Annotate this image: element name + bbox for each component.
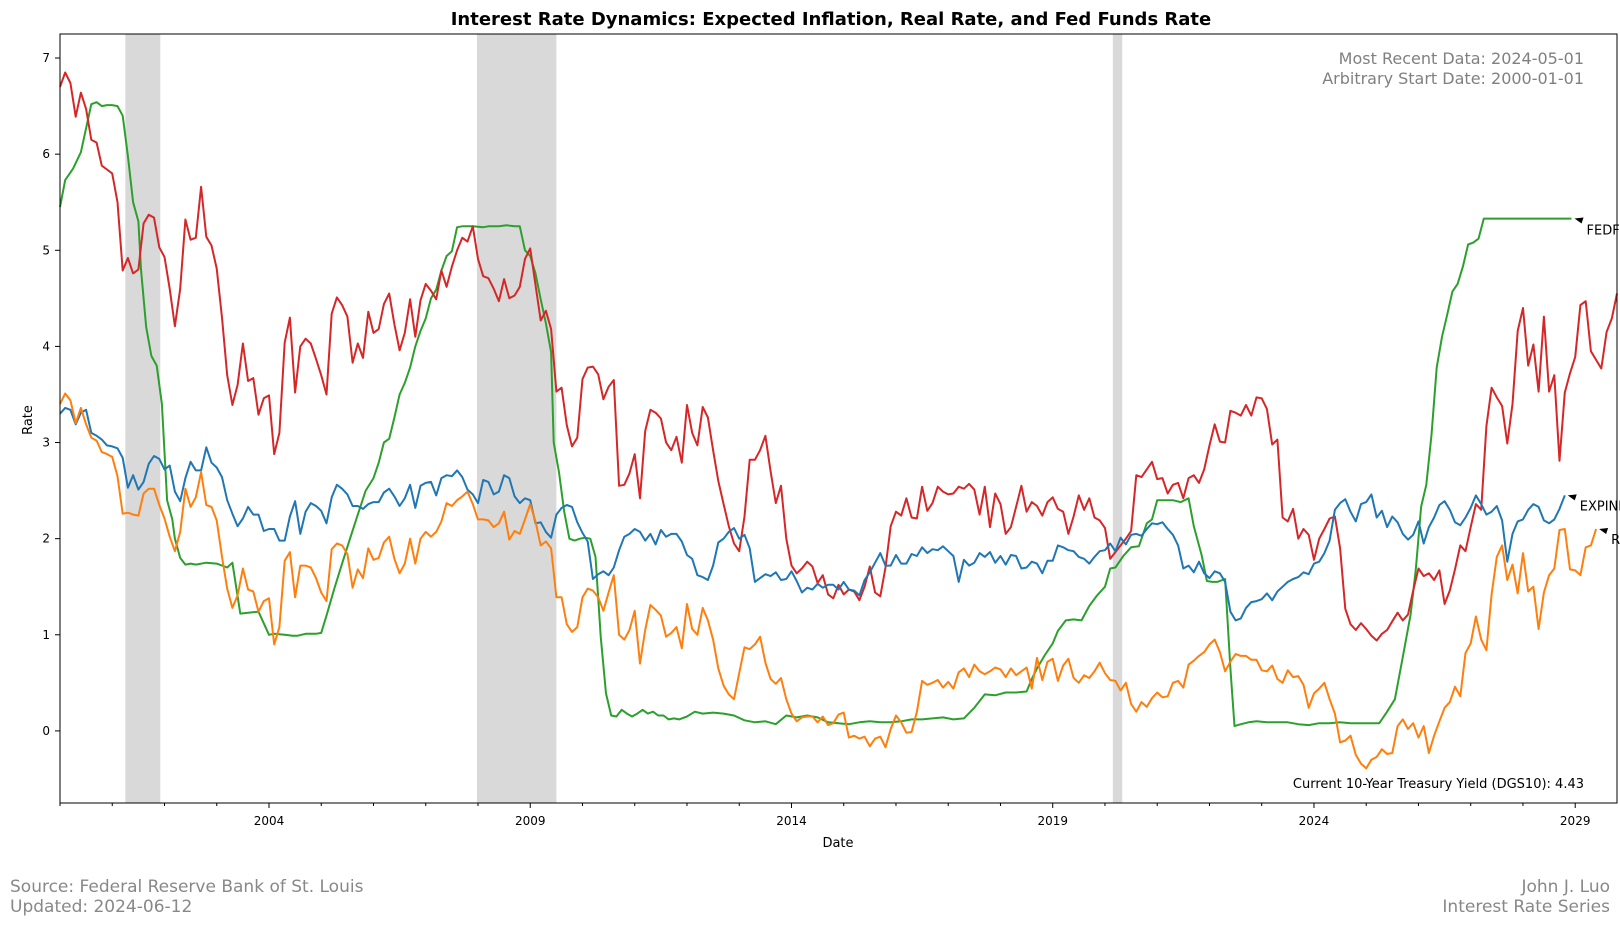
x-axis-label: Date xyxy=(822,836,853,851)
fedfunds-line xyxy=(59,101,1572,728)
start-date-note: Arbitrary Start Date: 2000-01-01 xyxy=(1322,69,1584,88)
x-tick-label: 2009 xyxy=(515,814,546,828)
realrate10y-end-label: REAINTRATREARAT10Y: 2.10 xyxy=(1611,533,1620,548)
footer-series-name: Interest Rate Series xyxy=(1442,897,1610,917)
x-tick-label: 2014 xyxy=(776,814,807,828)
fedfunds-end-arrow xyxy=(1574,217,1584,224)
y-axis-label: Rate xyxy=(21,405,36,435)
y-tick-label: 5 xyxy=(42,243,50,257)
realrate10y-end-arrow xyxy=(1599,528,1609,535)
recession-band-2 xyxy=(476,34,557,803)
y-tick-label: 1 xyxy=(42,628,50,642)
x-tick-label: 2029 xyxy=(1560,814,1591,828)
footer-source-block: Source: Federal Reserve Bank of St. Loui… xyxy=(10,877,363,917)
y-tick-label: 3 xyxy=(42,436,50,450)
plot-frame xyxy=(59,33,1618,804)
recession-band-1 xyxy=(125,34,161,803)
expinf10yr-end-arrow xyxy=(1567,494,1577,501)
x-tick-label: 2004 xyxy=(254,814,285,828)
series-end-labels: FEDFUNDS: 5.33Real10YrInflInterest: 4.55… xyxy=(1567,217,1620,548)
chart-title: Interest Rate Dynamics: Expected Inflati… xyxy=(451,9,1212,30)
footer-author: John J. Luo xyxy=(1521,877,1610,897)
footer-source: Source: Federal Reserve Bank of St. Loui… xyxy=(10,877,364,897)
expinf10yr-line xyxy=(59,406,1566,622)
series-lines xyxy=(59,71,1618,770)
expinf10yr-end-label: EXPINF10YR: 2.45 xyxy=(1580,499,1620,514)
y-tick-label: 6 xyxy=(42,147,50,161)
x-tick-label: 2024 xyxy=(1299,814,1330,828)
treasury-yield-note: Current 10-Year Treasury Yield (DGS10): … xyxy=(1293,777,1584,792)
real10yr-line xyxy=(59,71,1618,642)
footer-updated: Updated: 2024-06-12 xyxy=(10,897,193,917)
realrate10y-line xyxy=(59,392,1598,770)
y-tick-label: 4 xyxy=(42,339,50,353)
y-tick-label: 0 xyxy=(42,724,50,738)
most-recent-date-note: Most Recent Data: 2024-05-01 xyxy=(1339,49,1584,68)
x-tick-label: 2019 xyxy=(1037,814,1068,828)
y-tick-label: 7 xyxy=(42,51,50,65)
x-axis-ticks: 2004 2009 2014 2019 2024 2029 xyxy=(59,803,1591,828)
fedfunds-end-label: FEDFUNDS: 5.33 xyxy=(1587,224,1620,239)
recession-bands xyxy=(125,34,1123,803)
y-tick-label: 2 xyxy=(42,532,50,546)
footer-author-block: John J. Luo Interest Rate Series xyxy=(1442,877,1610,917)
recession-band-3 xyxy=(1112,34,1123,803)
y-axis-ticks: 0 1 2 3 4 5 6 7 xyxy=(42,51,60,738)
